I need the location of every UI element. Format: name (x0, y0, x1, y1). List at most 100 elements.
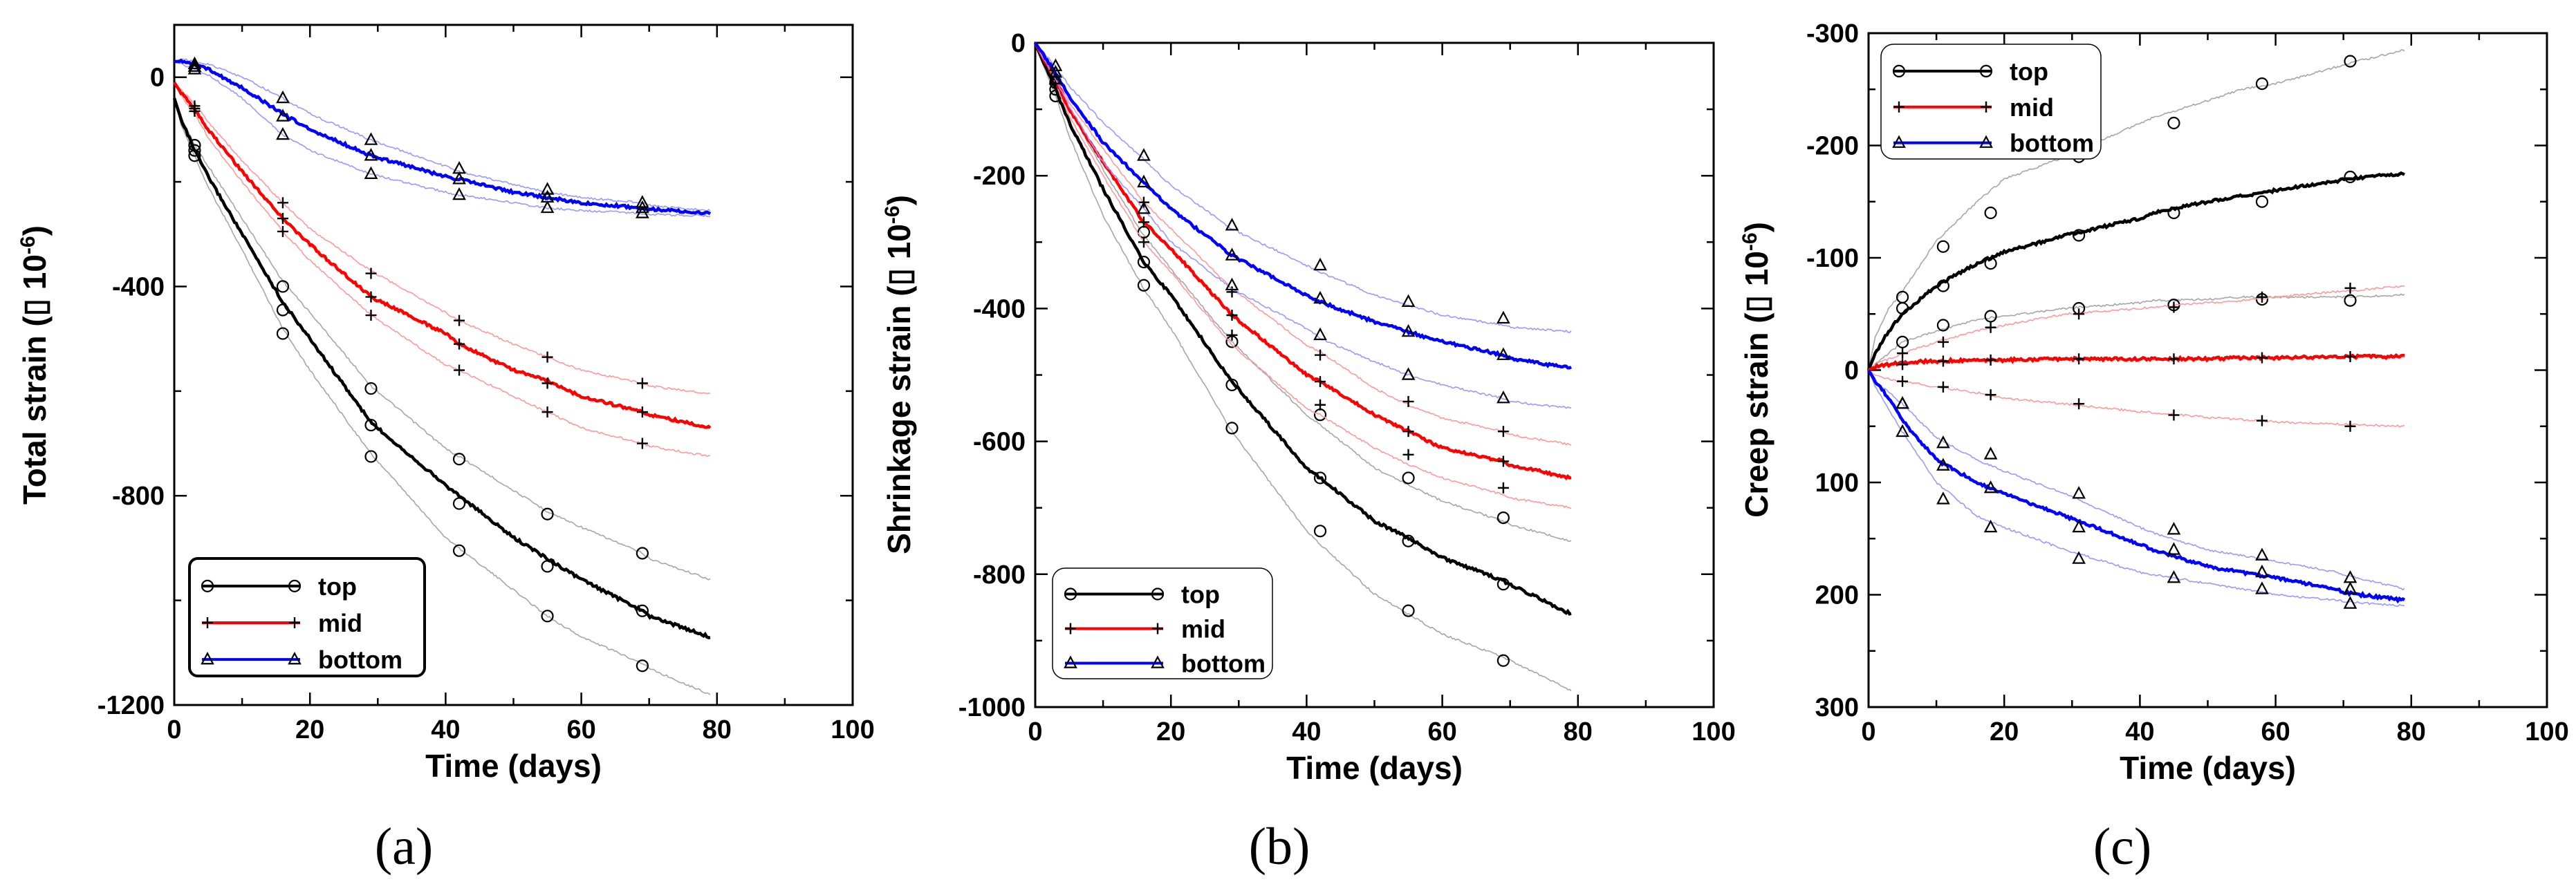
data-point (1226, 310, 1238, 321)
y-tick-label: 100 (1815, 469, 1859, 498)
data-point (2256, 352, 2268, 364)
data-point (1897, 375, 1909, 387)
data-point (1497, 310, 1510, 324)
data-point (1936, 458, 1950, 471)
data-point (1937, 336, 1949, 348)
data-point (365, 310, 377, 321)
data-point (1225, 378, 1239, 392)
x-tick-label: 60 (2261, 717, 2290, 746)
x-tick-label: 0 (1861, 717, 1875, 746)
y-tick-label: -1200 (98, 691, 165, 720)
data-point (1226, 286, 1238, 298)
data-point (189, 105, 201, 117)
y-tick-label: 0 (1011, 29, 1026, 58)
legend-marker (1064, 655, 1077, 668)
legend-marker (1151, 655, 1165, 668)
series-bottom (1034, 41, 1573, 409)
data-point (452, 497, 466, 510)
data-point (1983, 480, 1998, 494)
legend-box (1880, 44, 2102, 160)
data-point (1138, 236, 1149, 248)
data-point (2168, 409, 2180, 421)
legend-marker (1893, 101, 1905, 113)
y-tick-label: -800 (973, 561, 1026, 590)
legend: top mid bottom (1052, 567, 1273, 679)
data-point (1048, 65, 1063, 78)
data-point (277, 197, 288, 209)
data-point (2343, 581, 2357, 594)
data-point (1936, 240, 1950, 253)
legend-marker (1151, 588, 1165, 601)
data-point (541, 507, 554, 520)
band-upper-line (1868, 370, 2405, 591)
data-point (1497, 482, 1509, 494)
data-point (1225, 422, 1239, 435)
data-point (1225, 218, 1239, 231)
data-point (541, 406, 553, 418)
data-point (2073, 229, 2086, 242)
data-point (187, 56, 202, 70)
x-tick-label: 60 (1427, 717, 1456, 746)
x-tick-label: 80 (703, 715, 732, 744)
data-point (2344, 351, 2356, 362)
legend-marker (201, 651, 214, 665)
data-point (1048, 58, 1063, 71)
legend-label-top: top (1181, 581, 1220, 609)
data-point (1225, 277, 1239, 291)
data-point (1402, 604, 1415, 617)
data-point (2167, 522, 2181, 535)
data-point (187, 59, 202, 72)
data-point (277, 225, 288, 237)
band-lower-line (1868, 293, 2405, 371)
y-tick-label: 200 (1815, 581, 1859, 610)
data-point (2167, 206, 2180, 220)
data-point (2072, 519, 2086, 533)
data-point (2344, 55, 2357, 68)
legend-label-bottom: bottom (318, 646, 402, 674)
data-point (1402, 449, 1414, 460)
data-point (1936, 319, 1950, 332)
data-point (1137, 256, 1151, 269)
legend-marker (1979, 135, 1993, 148)
data-point (636, 547, 649, 560)
y-tick-label: 0 (150, 64, 165, 93)
band-upper-line (1868, 285, 2405, 371)
data-point (1896, 396, 1909, 409)
data-point (1401, 294, 1416, 308)
data-point (541, 351, 553, 363)
legend-box (188, 557, 426, 677)
data-point (452, 544, 466, 557)
data-point (1983, 446, 1998, 460)
data-point (2168, 301, 2180, 313)
data-point (636, 438, 648, 449)
data-point (1402, 534, 1415, 547)
band-lower-line (1868, 369, 2405, 428)
band-lower-line (174, 61, 711, 218)
x-tick-label: 0 (1028, 717, 1042, 746)
data-point (2073, 353, 2085, 365)
data-point (1985, 354, 1996, 366)
data-point (364, 166, 378, 179)
x-tick-label: 40 (1292, 717, 1321, 746)
data-point (1497, 511, 1510, 525)
x-tick-label: 100 (2525, 717, 2568, 746)
y-tick-label: -800 (112, 482, 165, 511)
data-point (452, 171, 466, 185)
data-point (1313, 290, 1327, 304)
band-upper-line (1035, 42, 1572, 543)
data-point (540, 182, 555, 195)
data-point (1137, 201, 1151, 214)
x-tick-label: 100 (831, 715, 874, 744)
data-point (2072, 551, 2086, 564)
legend-marker (288, 651, 302, 665)
data-point (2344, 420, 2356, 432)
legend-marker (288, 579, 302, 592)
series-line (172, 97, 711, 640)
data-point (2344, 170, 2357, 184)
data-point (1936, 279, 1950, 292)
x-tick-label: 40 (2125, 717, 2154, 746)
y-tick-label: 300 (1815, 693, 1859, 722)
data-point (364, 132, 378, 145)
data-point (364, 148, 378, 161)
